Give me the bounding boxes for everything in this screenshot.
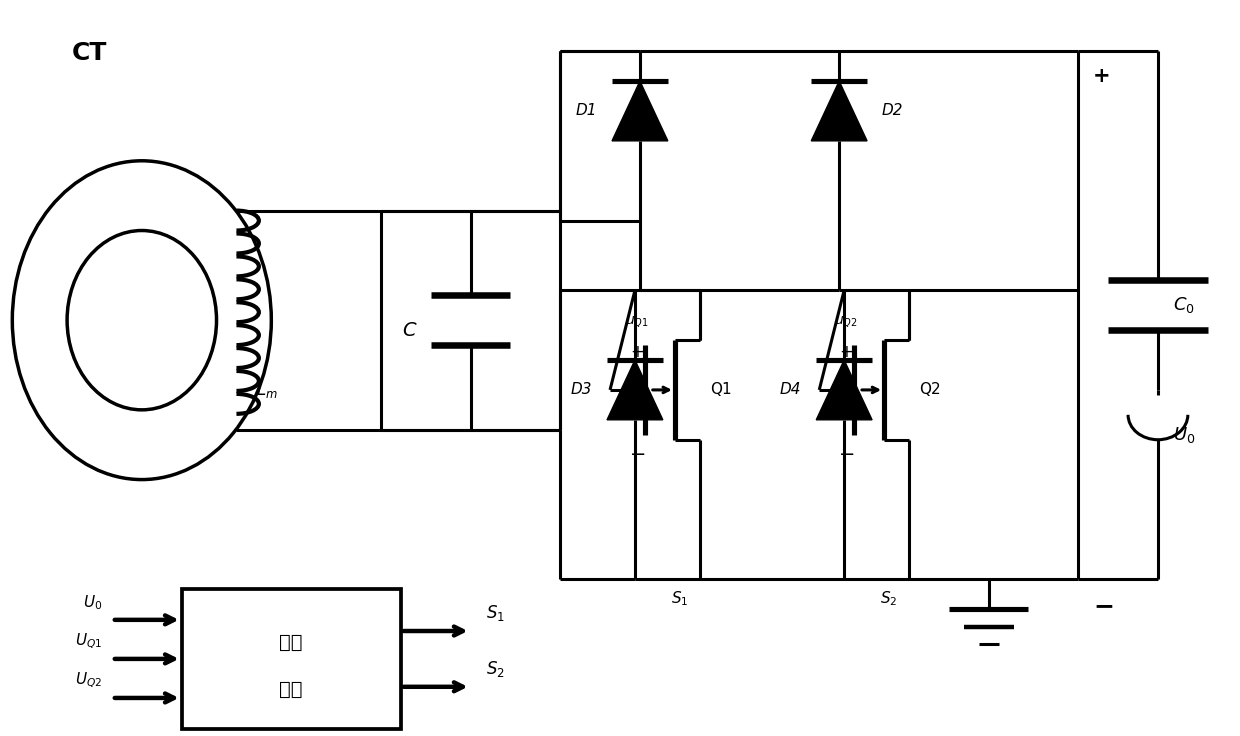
Text: −: − <box>839 445 856 464</box>
Text: $U_0$: $U_0$ <box>83 593 102 612</box>
Text: Q2: Q2 <box>919 383 940 397</box>
Text: $S_2$: $S_2$ <box>486 659 505 679</box>
Text: CT: CT <box>72 41 108 66</box>
Polygon shape <box>816 360 872 420</box>
Text: $C_0$: $C_0$ <box>1173 295 1194 315</box>
Text: −: − <box>1094 594 1115 618</box>
Text: $U_{Q1}$: $U_{Q1}$ <box>74 631 102 651</box>
Text: $L_m$: $L_m$ <box>257 380 278 400</box>
Text: $U_{Q2}$: $U_{Q2}$ <box>74 670 102 690</box>
Text: $S_1$: $S_1$ <box>671 589 688 608</box>
Text: 单元: 单元 <box>279 680 303 699</box>
Text: C: C <box>402 321 415 339</box>
Text: +: + <box>1094 66 1111 86</box>
Polygon shape <box>613 81 668 141</box>
Text: 控制: 控制 <box>279 633 303 651</box>
Text: $U_0$: $U_0$ <box>1173 425 1195 445</box>
Text: D1: D1 <box>575 104 598 118</box>
Text: +: + <box>839 343 853 361</box>
Text: D3: D3 <box>570 383 593 397</box>
Text: −: − <box>630 445 646 464</box>
Ellipse shape <box>67 230 217 410</box>
Bar <box>182 589 401 729</box>
Text: $S_1$: $S_1$ <box>486 603 505 623</box>
Text: $u_{Q1}$: $u_{Q1}$ <box>625 315 649 330</box>
Text: Q1: Q1 <box>709 383 732 397</box>
Polygon shape <box>811 81 867 141</box>
Text: $S_2$: $S_2$ <box>880 589 898 608</box>
Text: $u_{Q2}$: $u_{Q2}$ <box>835 315 858 330</box>
Text: +: + <box>630 343 644 361</box>
Polygon shape <box>608 360 663 420</box>
Text: D4: D4 <box>780 383 801 397</box>
Text: D2: D2 <box>882 104 904 118</box>
